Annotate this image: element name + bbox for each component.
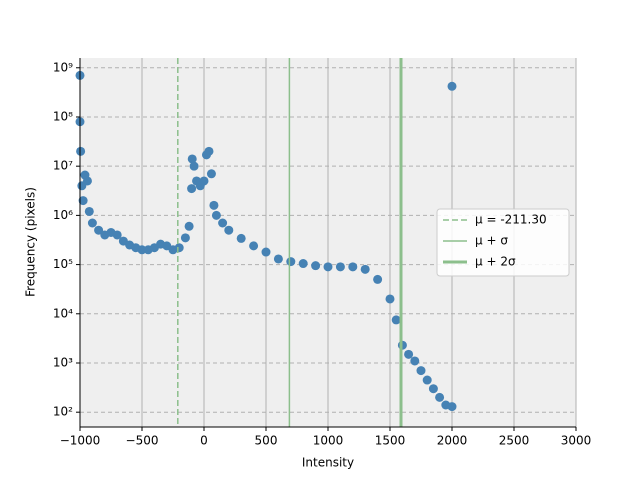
point xyxy=(249,241,259,251)
point xyxy=(87,218,97,228)
x-tick-label: −1000 xyxy=(60,434,101,448)
point xyxy=(360,264,370,274)
point xyxy=(204,146,214,156)
point xyxy=(261,247,271,257)
point xyxy=(410,356,420,366)
legend-label: μ = -211.30 xyxy=(475,213,547,227)
y-tick-label: 10⁶ xyxy=(53,208,73,222)
point xyxy=(348,262,358,272)
point xyxy=(180,233,190,243)
point xyxy=(385,294,395,304)
legend: μ = -211.30 μ + σ μ + 2σ xyxy=(436,208,570,277)
point xyxy=(422,375,432,385)
point xyxy=(311,261,321,271)
point xyxy=(298,259,308,269)
x-tick-label: 500 xyxy=(255,434,278,448)
point xyxy=(373,274,383,284)
point xyxy=(236,233,246,243)
y-tick-label: 10² xyxy=(53,405,73,419)
point xyxy=(218,218,228,228)
point xyxy=(404,349,414,359)
point xyxy=(435,392,445,402)
x-tick-label: 1500 xyxy=(375,434,406,448)
y-tick-label: 10⁵ xyxy=(53,257,73,271)
point xyxy=(82,176,92,186)
point xyxy=(112,230,122,240)
x-tick-label: 3000 xyxy=(561,434,592,448)
point xyxy=(286,257,296,267)
y-tick-label: 10⁷ xyxy=(53,159,73,173)
x-tick-label: 2500 xyxy=(499,434,530,448)
point xyxy=(76,146,86,156)
point xyxy=(78,196,88,206)
x-axis-label: Intensity xyxy=(302,456,354,470)
point xyxy=(447,402,457,412)
point xyxy=(206,169,216,179)
point xyxy=(184,221,194,231)
point xyxy=(416,366,426,376)
y-axis-label: Frequency (pixels) xyxy=(24,187,38,297)
point xyxy=(137,245,147,255)
point xyxy=(84,206,94,216)
legend-label: μ + 2σ xyxy=(475,255,516,269)
point xyxy=(199,176,209,186)
x-tick-label: −500 xyxy=(126,434,159,448)
legend-label: μ + σ xyxy=(475,234,508,248)
point xyxy=(174,243,184,253)
point xyxy=(428,384,438,394)
x-tick-label: 0 xyxy=(200,434,208,448)
y-tick-label: 10⁸ xyxy=(53,109,73,123)
x-tick-label: 1000 xyxy=(313,434,344,448)
point xyxy=(211,210,221,220)
y-tick-label: 10⁹ xyxy=(53,60,73,74)
point xyxy=(94,225,104,235)
x-tick-label: 2000 xyxy=(437,434,468,448)
point xyxy=(335,262,345,272)
point xyxy=(189,161,199,171)
y-tick-label: 10⁴ xyxy=(53,306,73,320)
point xyxy=(391,315,401,325)
point xyxy=(224,225,234,235)
point xyxy=(187,184,197,194)
point xyxy=(447,81,457,91)
y-tick-label: 10³ xyxy=(53,355,73,369)
point xyxy=(209,200,219,210)
point xyxy=(187,154,197,164)
point xyxy=(323,262,333,272)
point xyxy=(273,254,283,264)
legend-box xyxy=(436,208,570,277)
